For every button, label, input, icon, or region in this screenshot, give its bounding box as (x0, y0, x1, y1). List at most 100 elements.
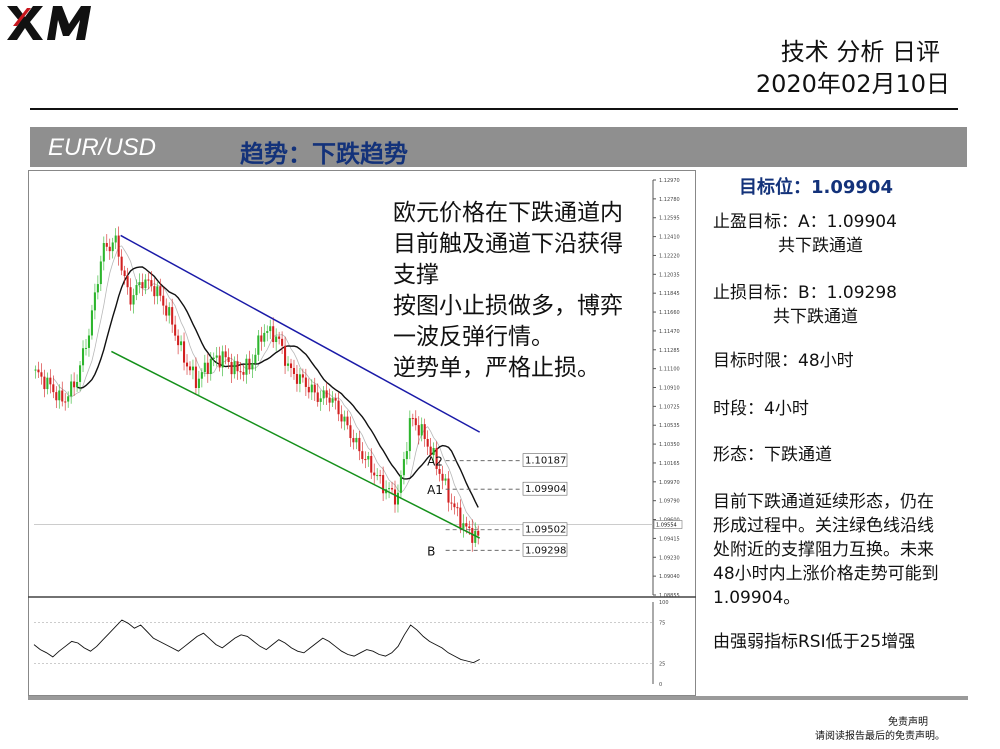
candle-body (358, 437, 361, 452)
current-price-label: 1.09554 (656, 523, 677, 529)
candle-body (435, 448, 438, 469)
candle-body (456, 507, 459, 509)
candle-body (212, 357, 215, 359)
header-divider (30, 108, 958, 110)
candle-body (310, 384, 313, 393)
current-price-box (653, 520, 683, 529)
candle-body (319, 398, 322, 402)
candle-body (209, 358, 212, 374)
candle-body (224, 351, 227, 358)
candle-body (105, 243, 108, 247)
candle-body (325, 390, 328, 398)
candle-body (251, 363, 254, 370)
candle-body (90, 310, 93, 336)
level-price-box (522, 522, 568, 537)
candle-body (393, 489, 397, 505)
candle-body (453, 503, 456, 508)
candle-body (459, 507, 462, 529)
candle-body (278, 336, 281, 339)
candle-body (191, 366, 194, 371)
candle-body (58, 390, 61, 401)
candle-body (331, 398, 334, 403)
candle-body (117, 235, 120, 257)
candle-body (254, 354, 257, 364)
y-tick-label: 1.09040 (659, 574, 680, 580)
candle-body (55, 392, 58, 401)
currency-pair: EUR/USD (48, 134, 157, 161)
y-tick-label: 1.12410 (659, 235, 680, 241)
candle-body (272, 326, 275, 343)
rsi-tick-label: 75 (659, 621, 665, 627)
candle-body (185, 362, 189, 367)
candle-body (171, 307, 174, 325)
candle-body (376, 475, 379, 477)
candle-body (129, 287, 132, 305)
price-chart: 1.12970 1.12780 1.12595 1.12410 1.12220 1.120… (28, 170, 696, 696)
candle-body (370, 455, 373, 473)
candle-body (67, 396, 70, 402)
candle-body (37, 369, 40, 373)
candle-body (426, 438, 429, 447)
candle-body (221, 351, 224, 368)
y-tick-label: 1.12595 (659, 216, 680, 222)
y-tick-label: 1.12220 (659, 253, 680, 259)
report-date: 2020年02月10日 (755, 70, 950, 98)
candle-body (174, 324, 177, 336)
candle-body (43, 376, 46, 390)
level-name: B (427, 544, 435, 558)
candle-body (379, 475, 382, 477)
y-tick-label: 1.12780 (659, 197, 680, 203)
y-tick-label: 1.12035 (659, 272, 680, 278)
candle-body (307, 386, 310, 393)
note-line: 逆势单，严格止损。 (393, 355, 600, 381)
ma-fast-line (52, 245, 479, 531)
candle-body (126, 276, 129, 288)
level-price-label: 1.09298 (525, 545, 566, 556)
candle-body (183, 341, 186, 363)
candle-body (382, 475, 385, 494)
candle-body (46, 377, 49, 390)
y-tick-label: 1.10725 (659, 404, 680, 410)
candle-body (313, 384, 316, 393)
candle-body (396, 492, 400, 505)
rsi-tick-label: 0 (659, 682, 662, 688)
candle-body (168, 307, 171, 316)
level-price-label: 1.10187 (525, 456, 566, 467)
candle-body (281, 338, 284, 346)
candle-body (165, 305, 168, 316)
disclaimer-text: 请阅读报告最后的免责声明。 (815, 731, 945, 742)
y-tick-label: 1.10535 (659, 423, 680, 429)
y-tick-label: 1.12970 (659, 178, 680, 184)
y-tick-label: 1.11660 (659, 310, 680, 316)
candle-body (132, 295, 135, 305)
candle-body (364, 459, 367, 461)
rsi-tick-label: 25 (659, 662, 665, 668)
candle-body (96, 284, 99, 293)
rsi-line (33, 619, 480, 664)
note-line: 欧元价格在下跌通道内 (393, 200, 623, 226)
candle-body (411, 418, 414, 420)
candle-body (159, 286, 162, 296)
candle-body (135, 285, 138, 296)
candle-body (337, 400, 340, 415)
candle-body (468, 526, 471, 529)
candle-body (414, 418, 417, 426)
candle-body (70, 381, 73, 397)
candle-body (230, 362, 233, 375)
candle-body (76, 381, 79, 388)
time-limit: 目标时限：48小时 (713, 351, 854, 371)
level-name: A2 (427, 455, 443, 469)
candle-body (355, 437, 358, 443)
candle-body (465, 523, 468, 527)
candle-body (40, 372, 43, 377)
candle-body (52, 384, 55, 393)
candle-body (399, 475, 402, 493)
rsi-tick-label: 100 (659, 600, 669, 606)
take-profit-target: 止盈目标：A：1.09904 (713, 212, 897, 232)
take-profit-note: 共下跌通道 (778, 236, 863, 256)
candle-body (388, 488, 391, 490)
y-tick-label: 1.08855 (659, 593, 680, 599)
candle-body (73, 381, 76, 388)
y-tick-label: 1.10910 (659, 386, 680, 392)
candle-body (206, 362, 209, 374)
